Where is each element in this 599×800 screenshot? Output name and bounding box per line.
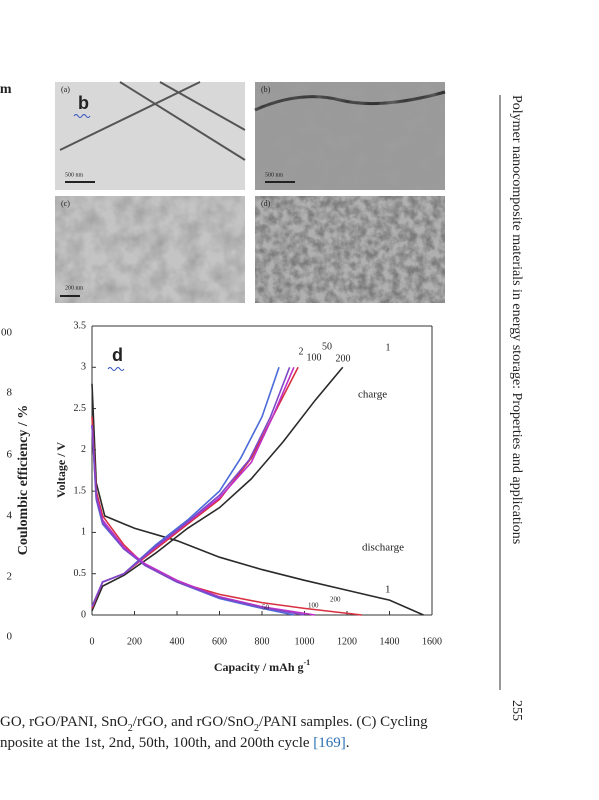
- panel-letter: d: [112, 345, 123, 365]
- y-tick-label: 2.5: [74, 403, 87, 414]
- y-tick-label: 3: [81, 362, 86, 373]
- tick-label: 6: [7, 449, 13, 461]
- charge-curve: [91, 366, 291, 608]
- charge-curve: [91, 366, 344, 612]
- tem-images: [55, 81, 446, 303]
- annotation: 50: [262, 604, 270, 612]
- scale-label: 200 nm: [65, 285, 84, 291]
- panel-label: lm: [0, 82, 12, 97]
- series-label: 50: [322, 341, 332, 352]
- tick-label: 8: [7, 387, 13, 399]
- caption-part[interactable]: [169]: [313, 735, 346, 751]
- running-head: Polymer nanocomposite materials in energ…: [509, 95, 524, 544]
- tick-label: 4: [7, 510, 13, 522]
- y-tick-label: 3.5: [74, 320, 87, 331]
- charge-curve: [91, 366, 295, 608]
- panel-label: (a): [61, 85, 70, 94]
- discharge-curve: [91, 425, 316, 616]
- y-tick-label: 0: [81, 609, 86, 620]
- tick-label: 0: [7, 631, 13, 643]
- x-tick-label: 0: [90, 636, 95, 647]
- caption-part: GO, rGO/PANI, SnO: [0, 714, 128, 730]
- caption-part: /PANI samples. (C) Cycling: [259, 714, 428, 730]
- caption-part: 2: [128, 723, 133, 734]
- annotation: 1: [385, 584, 391, 596]
- page-number: 255: [509, 700, 524, 721]
- y-tick-label: 2: [81, 444, 86, 455]
- tem-a-edges: [59, 81, 246, 161]
- caption-line: GO, rGO/PANI, SnO2/rGO, and rGO/SnO2/PAN…: [0, 714, 428, 733]
- annotation: discharge: [362, 542, 404, 554]
- y-tick-label: 0.5: [74, 568, 87, 579]
- panel-label: (d): [261, 199, 271, 208]
- x-tick-label: 1200: [337, 636, 357, 647]
- caption-part: /rGO, and rGO/SnO: [133, 714, 254, 730]
- panel-label: (c): [61, 199, 70, 208]
- series-label: 100: [307, 352, 322, 363]
- x-tick-label: 1000: [295, 636, 315, 647]
- tick-label: 00: [1, 327, 13, 339]
- tick-label: 2: [7, 571, 13, 583]
- y-tick-label: 1: [81, 527, 86, 538]
- caption-part: 2: [254, 723, 259, 734]
- underline: [73, 114, 91, 118]
- charge-curve: [91, 367, 280, 608]
- caption-line: nposite at the 1st, 2nd, 50th, 100th, an…: [0, 735, 350, 751]
- x-tick-label: 1600: [422, 636, 442, 647]
- x-axis-label: Capacity / mAh g-1: [214, 658, 310, 673]
- discharge-curve: [91, 425, 305, 616]
- x-tick-label: 1400: [380, 636, 400, 647]
- x-tick-label: 600: [212, 636, 227, 647]
- scale-label: 500 nm: [65, 172, 84, 178]
- tem-d-texture: [255, 196, 445, 303]
- scale-label: 500 nm: [265, 172, 284, 178]
- x-tick-label: 200: [127, 636, 142, 647]
- discharge-curve: [91, 416, 362, 616]
- caption-part: .: [346, 735, 350, 751]
- annotation: charge: [358, 389, 387, 401]
- tem-b-texture: [255, 82, 445, 190]
- overlay-letter: b: [78, 93, 89, 113]
- underline: [107, 367, 125, 371]
- y-axis-label: Voltage / V: [54, 442, 68, 498]
- caption-part: nposite at the 1st, 2nd, 50th, 100th, an…: [0, 735, 313, 751]
- series-label: 2: [299, 346, 304, 357]
- x-tick-label: 400: [170, 636, 185, 647]
- tem-c-texture: [55, 196, 245, 303]
- axis-label: Coulombic efficiency / %: [16, 405, 31, 555]
- series-label: 200: [336, 353, 351, 364]
- x-tick-label: 800: [255, 636, 270, 647]
- series-label: 1: [386, 342, 391, 353]
- x-axis-label-part: -1: [304, 658, 311, 667]
- x-axis-label-part: Capacity / mAh g: [214, 660, 304, 674]
- annotation: 200: [330, 596, 341, 604]
- panel-label: (b): [261, 85, 271, 94]
- discharge-curve: [91, 383, 424, 616]
- y-tick-label: 1.5: [74, 485, 87, 496]
- annotation: 100: [308, 602, 319, 610]
